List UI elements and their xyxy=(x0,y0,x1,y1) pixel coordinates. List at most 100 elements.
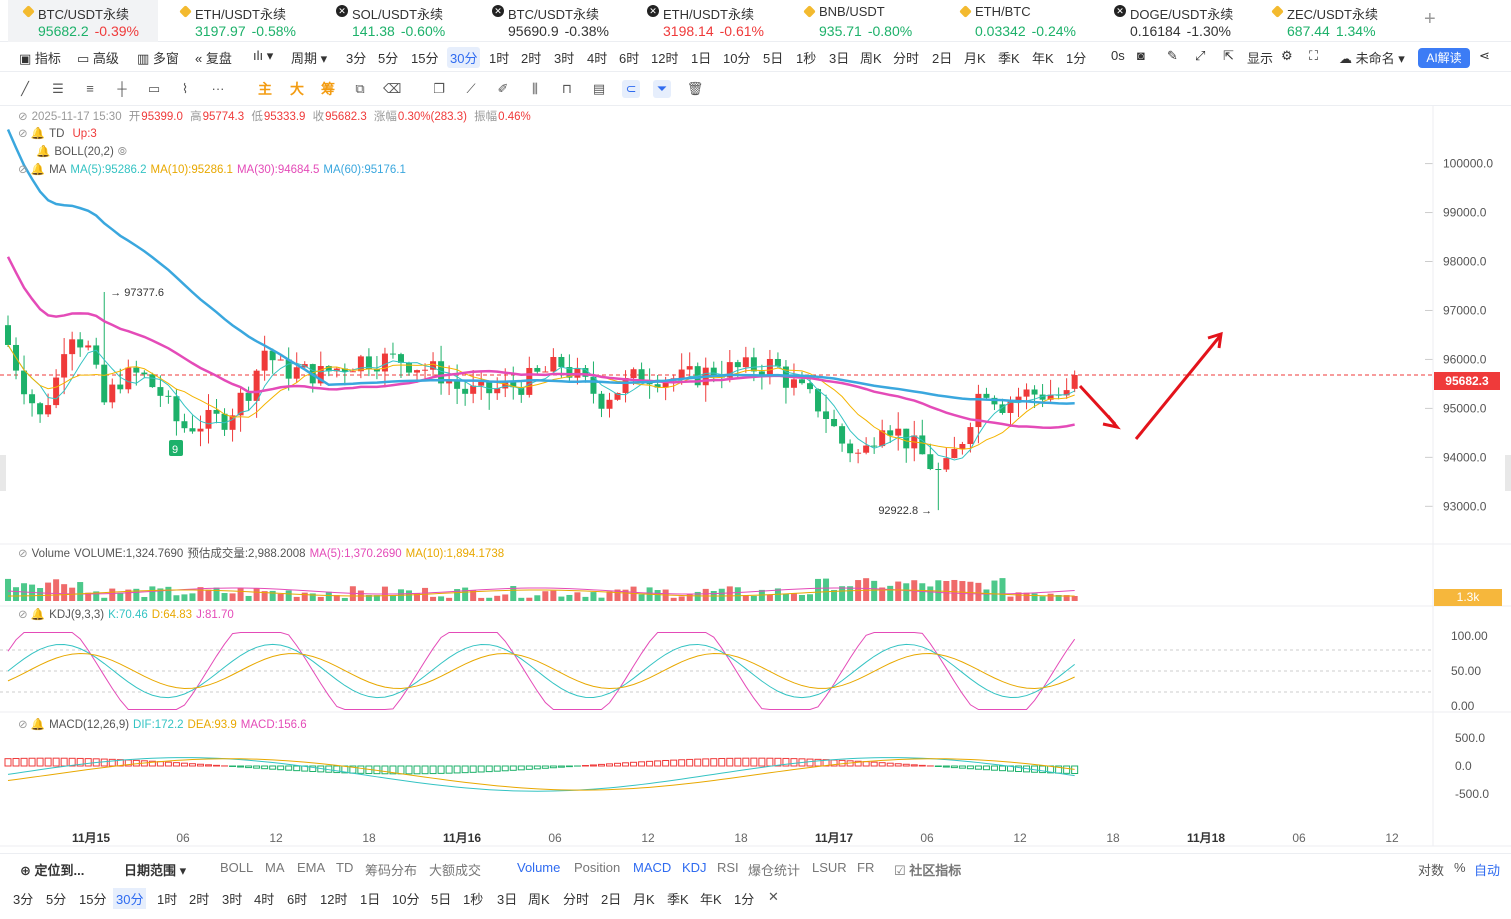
gear-icon[interactable]: ⚙ xyxy=(1281,48,1293,63)
sub-indicator-7[interactable]: FR xyxy=(857,860,875,875)
add-ticker-icon[interactable]: + xyxy=(1424,8,1436,30)
brush-icon[interactable]: ⌇ xyxy=(181,81,189,96)
interval-20[interactable]: 年K xyxy=(1032,51,1054,66)
ticker-8[interactable]: ZEC/USDT永续 687.44 1.34% xyxy=(1257,0,1407,42)
filter-icon[interactable]: ⏷ xyxy=(653,80,671,98)
measure-icon[interactable]: ⧉ xyxy=(355,81,365,96)
bottom-interval-14[interactable]: 3日 xyxy=(497,892,518,907)
horizontal-lines-icon[interactable]: ≡ xyxy=(86,81,94,96)
sub-indicator-4[interactable]: RSI xyxy=(717,860,739,875)
bottom-interval-20[interactable]: 年K xyxy=(700,892,722,907)
log-scale-toggle[interactable]: 对数 xyxy=(1418,863,1445,878)
ticker-0[interactable]: BTC/USDT永续 95682.2 -0.39% xyxy=(8,0,158,42)
td-indicator-label[interactable]: ⊘ 🔔 TD Up:3 xyxy=(18,128,97,140)
trash-icon[interactable]: 🗑 xyxy=(686,81,704,96)
bottom-interval-10[interactable]: 1日 xyxy=(360,892,381,907)
ticker-3[interactable]: ✕ BTC/USDT永续 95690.9 -0.38% xyxy=(478,0,628,42)
display-button[interactable]: 显示 xyxy=(1247,51,1274,66)
pen-icon[interactable]: ✐ xyxy=(497,81,509,96)
interval-7[interactable]: 4时 xyxy=(587,51,608,66)
bottom-interval-12[interactable]: 5日 xyxy=(431,892,452,907)
sub-indicator-1[interactable]: Position xyxy=(574,860,621,875)
expand-icon[interactable]: ⇱ xyxy=(1223,48,1234,63)
ai-interpret-button[interactable]: AI解读 xyxy=(1418,48,1470,68)
fullscreen-icon[interactable]: ⛶ xyxy=(1309,48,1319,63)
bottom-interval-19[interactable]: 季K xyxy=(667,892,689,907)
ticker-6[interactable]: ETH/BTC 0.03342 -0.24% xyxy=(945,0,1095,42)
interval-3[interactable]: 30分 xyxy=(447,47,481,68)
bottom-interval-5[interactable]: 2时 xyxy=(189,892,210,907)
main-indicator-toggle[interactable]: 主 xyxy=(258,81,272,97)
community-indicator-button[interactable]: ☑ 社区指标 xyxy=(894,863,962,878)
bottom-interval-15[interactable]: 周K xyxy=(528,892,550,907)
sub-indicator-5[interactable]: 爆仓统计 xyxy=(748,863,801,878)
right-collapse-handle[interactable] xyxy=(1505,455,1511,491)
bottom-interval-0[interactable]: 3分 xyxy=(13,892,34,907)
interval-13[interactable]: 1秒 xyxy=(796,51,817,66)
ticker-4[interactable]: ✕ ETH/USDT永续 3198.14 -0.61% xyxy=(633,0,783,42)
seconds-label[interactable]: 0s xyxy=(1111,48,1125,63)
magnet-icon[interactable]: ⊂ xyxy=(622,80,640,98)
main-indicator-4[interactable]: 筹码分布 xyxy=(365,863,418,878)
candles-icon[interactable]: ⫼ xyxy=(532,81,538,96)
trendline-icon[interactable]: ╱ xyxy=(21,81,29,96)
left-collapse-handle[interactable] xyxy=(0,455,6,491)
camera-icon[interactable]: ◙ xyxy=(1137,48,1145,63)
main-indicator-0[interactable]: BOLL xyxy=(220,860,254,875)
ma-indicator-label[interactable]: ⊘ 🔔 MA MA(5):95286.2 MA(10):95286.1 MA(30):9… xyxy=(18,164,406,176)
fullscreen-exit-icon[interactable]: ⤢ xyxy=(1195,48,1206,63)
bottom-interval-6[interactable]: 3时 xyxy=(222,892,243,907)
percent-scale-toggle[interactable]: % xyxy=(1454,860,1466,875)
interval-9[interactable]: 12时 xyxy=(651,51,679,66)
bottom-interval-17[interactable]: 2日 xyxy=(601,892,622,907)
kdj-indicator-label[interactable]: ⊘ 🔔 KDJ(9,3,3) K:70.46 D:64.83 J:81.70 xyxy=(18,609,234,621)
interval-16[interactable]: 分时 xyxy=(893,51,920,66)
bottom-interval-4[interactable]: 1时 xyxy=(157,892,178,907)
copy-icon[interactable]: ❐ xyxy=(433,81,445,96)
cloud-layout-dropdown[interactable]: ☁ 未命名 ▾ xyxy=(1339,51,1405,66)
bottom-interval-7[interactable]: 4时 xyxy=(254,892,275,907)
main-indicator-3[interactable]: TD xyxy=(336,860,354,875)
bottom-interval-8[interactable]: 6时 xyxy=(287,892,308,907)
interval-11[interactable]: 10分 xyxy=(723,51,751,66)
indicator-button[interactable]: ▣ 指标 xyxy=(19,51,61,66)
share-icon[interactable]: ⋖ xyxy=(1479,48,1490,63)
candlestick-chart[interactable]: 100000.099000.098000.097000.096000.09500… xyxy=(0,106,1511,853)
sub-indicator-2[interactable]: MACD xyxy=(633,860,672,875)
rectangle-icon[interactable]: ▭ xyxy=(147,81,161,96)
interval-1[interactable]: 5分 xyxy=(378,51,399,66)
edit-icon[interactable]: ✎ xyxy=(1167,48,1178,63)
multi-window-button[interactable]: ▥ 多窗 xyxy=(137,51,179,66)
macd-indicator-label[interactable]: ⊘ 🔔 MACD(12,26,9) DIF:172.2 DEA:93.9 MACD:15… xyxy=(18,719,307,731)
volume-indicator-label[interactable]: ⊘ Volume VOLUME:1,324.7690 预估成交量:2,988.2008… xyxy=(18,548,505,560)
ticker-2[interactable]: ✕ SOL/USDT永续 141.38 -0.60% xyxy=(322,0,472,42)
sub-indicator-6[interactable]: LSUR xyxy=(812,860,847,875)
advanced-button[interactable]: ▭ 高级 xyxy=(77,51,119,66)
chart-type-button[interactable]: ılı ▾ xyxy=(253,48,274,63)
boll-indicator-label[interactable]: 🔔 BOLL(20,2) ⦾ xyxy=(36,146,127,158)
ticker-1[interactable]: ETH/USDT永续 3197.97 -0.58% xyxy=(165,0,315,42)
interval-21[interactable]: 1分 xyxy=(1066,51,1087,66)
date-range-dropdown[interactable]: 日期范围 ▾ xyxy=(124,863,187,878)
bottom-interval-16[interactable]: 分时 xyxy=(563,892,590,907)
horizontal-line-icon[interactable]: ┼ xyxy=(117,81,127,96)
main-indicator-2[interactable]: EMA xyxy=(297,860,326,875)
parallel-lines-icon[interactable]: ☰ xyxy=(52,81,64,96)
auto-scale-toggle[interactable]: 自动 xyxy=(1474,863,1501,878)
bottom-interval-11[interactable]: 10分 xyxy=(392,892,420,907)
interval-8[interactable]: 6时 xyxy=(619,51,640,66)
sub-indicator-3[interactable]: KDJ xyxy=(682,860,707,875)
interval-10[interactable]: 1日 xyxy=(691,51,712,66)
interval-5[interactable]: 2时 xyxy=(521,51,542,66)
interval-12[interactable]: 5日 xyxy=(763,51,784,66)
interval-17[interactable]: 2日 xyxy=(932,51,953,66)
more-tools-icon[interactable]: ··· xyxy=(211,81,225,96)
lock-icon[interactable]: ⊓ xyxy=(561,81,573,96)
bottom-interval-9[interactable]: 12时 xyxy=(320,892,348,907)
template-icon[interactable]: ▤ xyxy=(592,81,606,96)
big-trade-toggle[interactable]: 大 xyxy=(290,81,304,97)
interval-19[interactable]: 季K xyxy=(998,51,1020,66)
bottom-interval-18[interactable]: 月K xyxy=(633,892,655,907)
interval-0[interactable]: 3分 xyxy=(346,51,367,66)
locate-button[interactable]: ⊕ 定位到... xyxy=(20,863,85,878)
